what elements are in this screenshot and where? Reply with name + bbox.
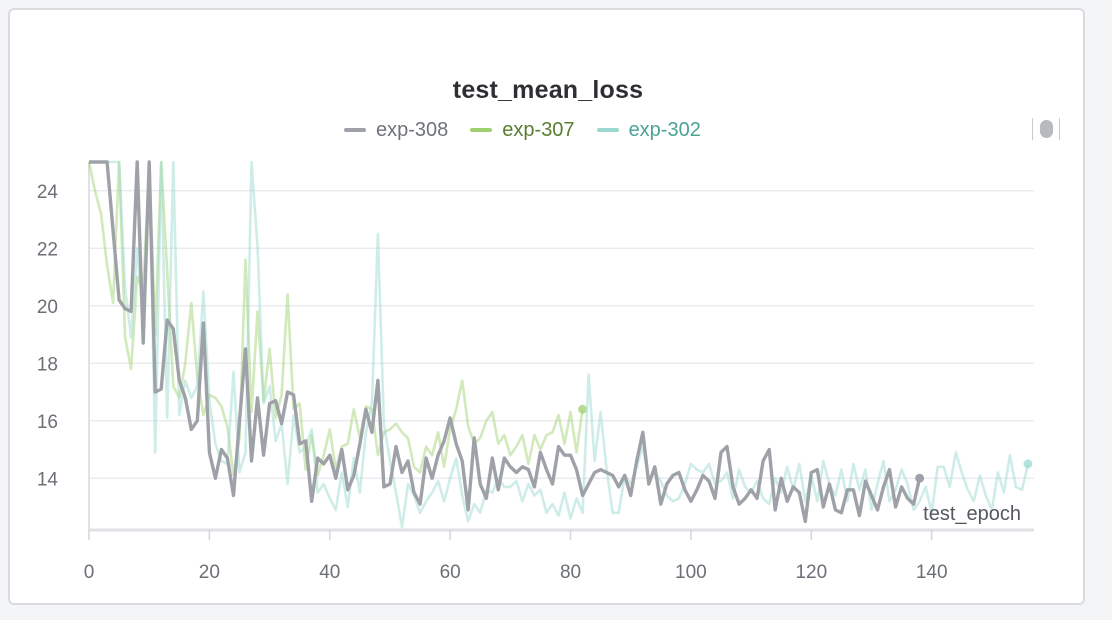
y-tick-label: 20 <box>37 297 58 318</box>
chart-panel <box>8 8 1085 605</box>
y-tick-label: 14 <box>37 469 59 490</box>
legend-label-exp-302: exp-302 <box>628 118 701 141</box>
x-tick-label: 40 <box>319 562 340 583</box>
legend-label-exp-307: exp-307 <box>502 118 575 141</box>
x-tick-label: 80 <box>560 562 581 583</box>
x-tick-label: 120 <box>795 562 827 583</box>
series-line-exp-307 <box>87 160 584 477</box>
series-line-exp-308 <box>89 160 922 524</box>
x-tick-label: 100 <box>675 562 707 583</box>
y-tick-label: 24 <box>37 182 59 203</box>
y-tick-label: 16 <box>37 412 58 433</box>
legend-swatch-exp-308 <box>344 128 366 132</box>
series-endpoint-exp-308 <box>915 473 925 483</box>
legend-item-exp-302[interactable]: exp-302 <box>596 118 701 142</box>
x-tick-label: 0 <box>84 562 95 583</box>
chart-title: test_mean_loss <box>452 76 644 104</box>
legend-item-exp-307[interactable]: exp-307 <box>470 118 575 142</box>
x-tick-label: 60 <box>440 562 461 583</box>
x-tick-label: 20 <box>199 562 220 583</box>
legend: exp-308 exp-307 exp-302 <box>344 117 701 143</box>
legend-swatch-exp-302 <box>596 128 619 132</box>
series-endpoint-exp-302 <box>1023 459 1033 469</box>
series-line-exp-302 <box>89 160 1030 529</box>
y-tick-label: 22 <box>37 239 58 260</box>
legend-item-exp-308[interactable]: exp-308 <box>344 119 448 142</box>
legend-label-exp-308: exp-308 <box>376 118 449 141</box>
x-tick-label: 140 <box>916 562 948 583</box>
scroll-knob-icon <box>1040 120 1053 138</box>
y-tick-label: 18 <box>37 354 58 375</box>
legend-swatch-exp-307 <box>470 128 493 132</box>
series-endpoint-exp-307 <box>578 404 588 414</box>
x-axis-label: test_epoch <box>923 503 1021 525</box>
legend-scroll-toggle[interactable] <box>1032 118 1060 140</box>
